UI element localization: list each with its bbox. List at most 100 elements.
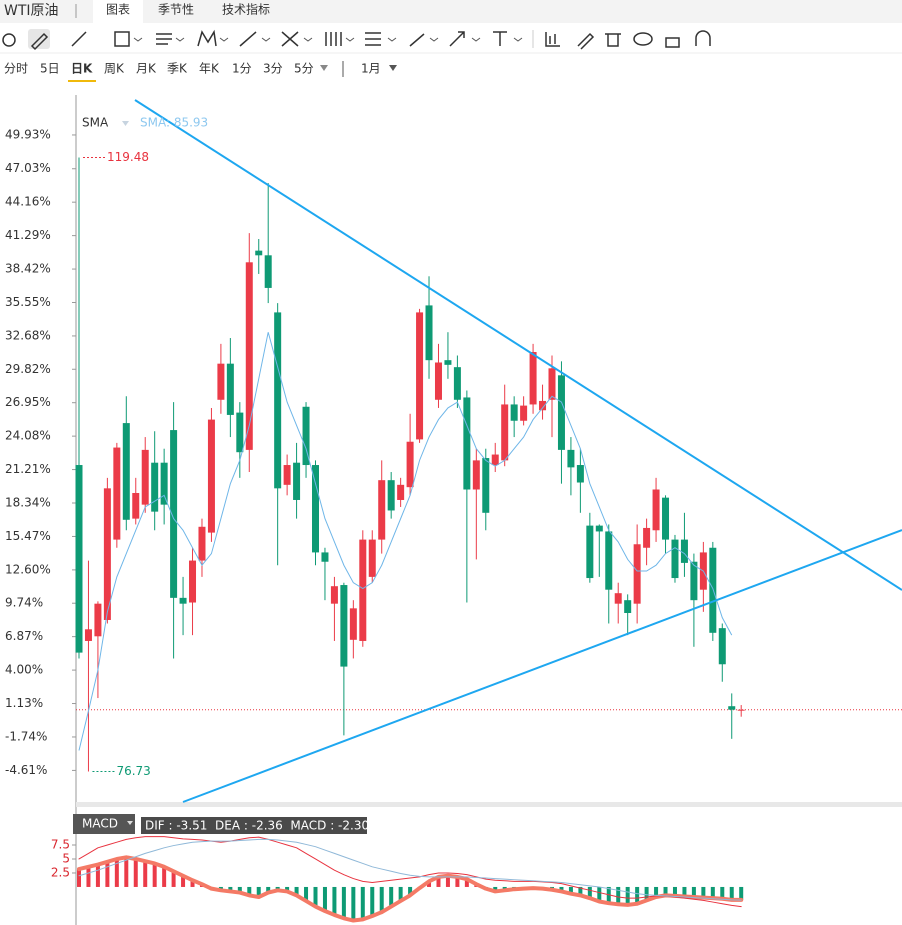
icon[interactable] (281, 31, 299, 47)
period[interactable]: 5日 (40, 62, 60, 76)
macd-badge[interactable] (73, 814, 135, 834)
y-tick-label: 21.21% (5, 462, 51, 476)
macd-bar (493, 886, 498, 892)
tab[interactable]: 技术指标 (222, 2, 270, 17)
icon[interactable] (156, 33, 172, 45)
candle-body (160, 462, 168, 505)
macd-bar (86, 866, 91, 887)
y-tick-label: 26.95% (5, 395, 51, 409)
icon[interactable] (365, 32, 381, 46)
candle-body (718, 628, 726, 665)
period[interactable]: 季K (167, 62, 188, 76)
candle-body (141, 449, 149, 505)
icon[interactable] (409, 33, 425, 47)
candle-body (425, 305, 433, 361)
tab[interactable]: 季节性 (158, 3, 194, 17)
trend-line-lower (182, 529, 902, 803)
macd-bar (105, 861, 110, 887)
y-tick-label: 12.60% (5, 562, 51, 576)
icon[interactable] (325, 32, 342, 46)
dropdown-arrow[interactable] (122, 121, 129, 126)
candle-body (75, 465, 83, 653)
period[interactable]: 1分 (232, 62, 252, 76)
y-tick-label: 18.34% (5, 496, 51, 510)
macd-bar (682, 886, 687, 897)
macd-bar (616, 886, 621, 905)
candle-body (189, 560, 197, 603)
candle-body (548, 368, 556, 400)
candle-body (151, 462, 159, 512)
candle-body (539, 400, 547, 411)
candle-body (605, 531, 613, 590)
candle-body (728, 706, 736, 710)
y-tick-label: 1.13% (5, 696, 43, 710)
candle-body (567, 449, 575, 468)
macd-bar (710, 886, 715, 899)
candle-body (520, 405, 528, 421)
y-tick-label: 4.00% (5, 663, 43, 677)
period[interactable]: 分时 (4, 62, 28, 76)
macd-bar (313, 886, 318, 907)
macd-bar (332, 886, 337, 915)
y-tick-label: 41.29% (5, 228, 51, 242)
macd-bar (114, 858, 119, 887)
macd-bar (455, 876, 460, 887)
icon[interactable] (633, 32, 653, 46)
candle-body (737, 709, 745, 711)
icon[interactable] (114, 31, 130, 47)
tab[interactable]: 图表 (106, 3, 130, 17)
period[interactable]: 月K (136, 62, 157, 76)
signal-line (78, 838, 742, 901)
icon[interactable] (545, 32, 560, 47)
icon[interactable] (665, 37, 680, 48)
icon[interactable] (197, 29, 217, 47)
dropdown-arrow[interactable] (389, 65, 397, 71)
icon[interactable] (577, 32, 595, 50)
icon[interactable] (71, 31, 87, 47)
period-active[interactable]: 日K (71, 62, 93, 76)
macd-bar (181, 875, 186, 887)
macd-bar (729, 886, 734, 900)
y-tick-label: 9.74% (5, 596, 43, 610)
icon[interactable] (30, 32, 49, 51)
icon[interactable] (2, 33, 16, 47)
candle-body (690, 561, 698, 601)
candle-body (264, 255, 272, 288)
dropdown-arrow[interactable] (127, 821, 133, 825)
macd-bar (171, 871, 176, 887)
macd-bar (739, 886, 744, 900)
macd-bar (237, 886, 242, 893)
macd-bar (190, 880, 195, 887)
icon[interactable] (605, 33, 621, 47)
icon[interactable] (239, 31, 257, 47)
candle-body (662, 497, 670, 540)
y-tick-label: 35.55% (5, 295, 51, 309)
macd-pane: 7.552.5 (51, 836, 744, 923)
instrument-title: WTI原油 (4, 3, 59, 19)
icon[interactable] (449, 31, 465, 47)
period[interactable]: 周K (104, 62, 125, 76)
active-tab-bg (93, 0, 143, 23)
dropdown-arrows (133, 37, 523, 42)
icon[interactable] (695, 30, 711, 46)
candle-body (501, 404, 509, 461)
macd-bar (304, 886, 309, 901)
candle-body (321, 552, 329, 562)
macd-bar (379, 886, 384, 913)
y-tick-label: 32.68% (5, 328, 51, 342)
candle-body (671, 539, 679, 579)
period-select[interactable]: 1月 (361, 62, 381, 76)
macd-bar (124, 857, 129, 887)
dropdown-arrow[interactable] (320, 65, 328, 71)
macd-bar (133, 858, 138, 887)
pane-separator (76, 802, 902, 807)
period[interactable]: 年K (199, 62, 220, 76)
period[interactable]: 5分 (294, 62, 314, 76)
icon[interactable] (493, 31, 507, 46)
period[interactable]: 3分 (263, 62, 283, 76)
signal-line (78, 836, 742, 908)
candle-body (444, 360, 452, 365)
trend-line-upper (134, 99, 902, 591)
macd-bar (587, 886, 592, 899)
